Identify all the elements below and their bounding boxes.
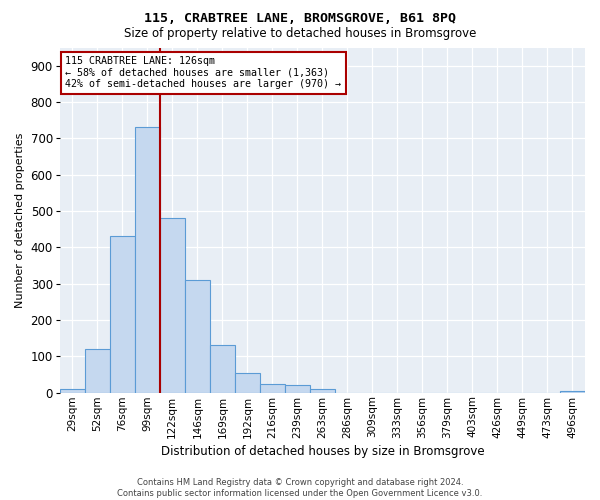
Bar	[235, 372, 260, 392]
Text: 115, CRABTREE LANE, BROMSGROVE, B61 8PQ: 115, CRABTREE LANE, BROMSGROVE, B61 8PQ	[144, 12, 456, 26]
Text: Contains HM Land Registry data © Crown copyright and database right 2024.
Contai: Contains HM Land Registry data © Crown c…	[118, 478, 482, 498]
Bar	[60, 389, 85, 392]
Bar	[185, 280, 210, 392]
X-axis label: Distribution of detached houses by size in Bromsgrove: Distribution of detached houses by size …	[161, 444, 484, 458]
Text: 115 CRABTREE LANE: 126sqm
← 58% of detached houses are smaller (1,363)
42% of se: 115 CRABTREE LANE: 126sqm ← 58% of detac…	[65, 56, 341, 90]
Text: Size of property relative to detached houses in Bromsgrove: Size of property relative to detached ho…	[124, 28, 476, 40]
Bar	[160, 218, 185, 392]
Bar	[110, 236, 135, 392]
Y-axis label: Number of detached properties: Number of detached properties	[15, 132, 25, 308]
Bar	[135, 128, 160, 392]
Bar	[210, 346, 235, 393]
Bar	[85, 349, 110, 393]
Bar	[560, 391, 585, 392]
Bar	[310, 389, 335, 392]
Bar	[285, 386, 310, 392]
Bar	[260, 384, 285, 392]
